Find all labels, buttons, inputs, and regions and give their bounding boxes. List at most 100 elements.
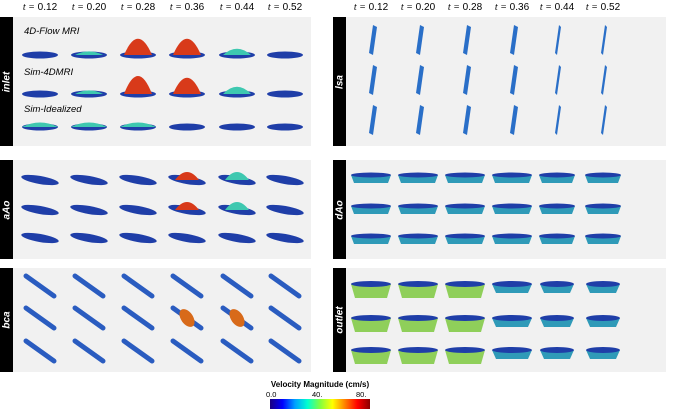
profile-strip [369,65,377,95]
time-prefix: t = [494,2,507,13]
panel-lsa: lsa [333,17,666,146]
time-header-left: t = 0.12 t = 0.20 t = 0.28 t = 0.36 t = … [0,2,674,16]
time-value: 0.28 [135,2,156,13]
profile-hump [223,86,251,94]
profile-rim [539,172,575,178]
profile-strip [463,105,471,135]
profile-bowl [398,318,438,332]
inlet-profiles [22,38,303,131]
profile-disc [119,204,157,216]
profile-hump [173,38,201,55]
profile-rod [170,338,204,364]
profile-rim [445,347,485,353]
profile-strip [555,25,561,55]
profile-hump [179,309,195,327]
time-label: t = 0.52 [573,2,633,13]
time-prefix: t = [71,2,84,13]
profile-hump [223,48,251,55]
profile-rod [220,273,254,299]
time-value: 0.20 [86,2,107,13]
panel-label-bar: bca [0,268,13,372]
profile-rim [586,315,620,321]
row-label-4dflow: 4D-Flow MRI [24,26,80,37]
profile-rod [23,338,57,364]
profile-disc [267,123,303,131]
profile-disc [219,123,255,131]
profile-strip [601,105,607,135]
profile-rim [492,172,532,178]
time-label: t = 0.12 [341,2,401,13]
time-prefix: t = [539,2,552,13]
profile-rod [23,273,57,299]
profile-rim [540,315,574,321]
time-value: 0.36 [509,2,530,13]
profile-strip [369,25,377,55]
lsa-profiles [369,25,607,135]
profile-rim [492,281,532,287]
profile-rim [445,172,485,178]
profile-hump [229,309,245,327]
panel-label-bar: lsa [333,17,346,146]
profile-bowl [398,350,438,364]
profile-disc [21,232,59,244]
profile-dome [22,122,58,127]
profile-dome [71,122,107,127]
profile-rim [351,315,391,321]
aAo-profiles [21,172,304,244]
colorbar-tick-max: 80. [356,390,367,399]
time-label: t = 0.44 [527,2,587,13]
panel-inlet: inlet 4D-Flow MRI Sim-4DMRI Sim-Idealize… [0,17,311,146]
colorbar-title: Velocity Magnitude (cm/s) [270,380,370,389]
colorbar-tick-min: 0.0 [266,390,277,399]
profile-rod [121,305,155,331]
profile-rim [445,315,485,321]
time-prefix: t = [22,2,35,13]
time-label: t = 0.36 [157,2,217,13]
profile-strip [416,105,424,135]
time-prefix: t = [447,2,460,13]
profile-bowl [351,350,391,364]
profile-disc [21,204,59,216]
profile-hump [124,38,152,55]
profile-rod [72,338,106,364]
time-value: 0.44 [234,2,255,13]
panel-aAo: aAo [0,160,311,259]
time-label: t = 0.44 [207,2,267,13]
profile-rod [72,273,106,299]
profile-strip [555,105,561,135]
time-prefix: t = [219,2,232,13]
profile-rim [445,203,485,209]
profile-rod [72,305,106,331]
panel-label-bar: outlet [333,268,346,372]
profile-disc [267,51,303,59]
profile-disc [22,90,58,98]
time-prefix: t = [585,2,598,13]
profile-hump [75,51,103,55]
profile-strip [416,25,424,55]
profile-rim [398,315,438,321]
profile-rod [23,305,57,331]
time-value: 0.28 [462,2,483,13]
profile-rim [585,172,621,178]
time-label: t = 0.20 [59,2,119,13]
panel-label-bar: dAo [333,160,346,259]
profile-bowl [351,284,391,298]
profile-strip [510,25,518,55]
profile-rim [540,281,574,287]
time-prefix: t = [267,2,280,13]
profile-hump [225,172,249,180]
profile-disc [266,232,304,244]
dAo-profiles [351,172,621,244]
profile-strip [463,65,471,95]
time-label: t = 0.28 [108,2,168,13]
profile-hump [173,77,201,94]
panel-label-bar: inlet [0,17,13,146]
profile-rim [539,233,575,239]
colorbar-tick-mid: 40. [312,390,323,399]
profile-rim [585,203,621,209]
profile-strip [463,25,471,55]
profile-hump [124,76,152,94]
profile-rim [351,172,391,178]
profile-rod [170,273,204,299]
profile-hump [75,90,103,94]
